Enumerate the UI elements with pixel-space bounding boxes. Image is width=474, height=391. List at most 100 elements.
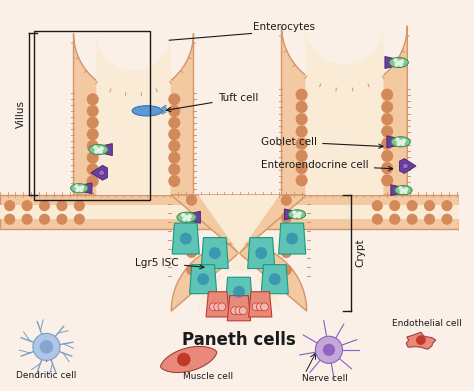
Circle shape: [442, 201, 452, 210]
Circle shape: [282, 230, 291, 240]
Circle shape: [95, 150, 98, 153]
Circle shape: [402, 139, 405, 142]
Circle shape: [185, 216, 188, 219]
Circle shape: [187, 196, 196, 205]
Polygon shape: [161, 346, 217, 373]
Circle shape: [169, 106, 180, 116]
Circle shape: [218, 303, 226, 311]
Circle shape: [296, 213, 298, 216]
Circle shape: [169, 176, 180, 187]
Circle shape: [74, 214, 84, 224]
Text: Nerve cell: Nerve cell: [302, 374, 348, 383]
Circle shape: [180, 233, 191, 244]
Circle shape: [239, 307, 247, 315]
Circle shape: [87, 94, 98, 105]
Circle shape: [390, 214, 400, 224]
Circle shape: [214, 303, 222, 311]
Circle shape: [97, 148, 100, 151]
Circle shape: [40, 214, 49, 224]
Polygon shape: [73, 34, 193, 195]
Circle shape: [401, 60, 403, 63]
Circle shape: [94, 146, 97, 149]
Polygon shape: [385, 57, 394, 68]
Circle shape: [400, 63, 402, 66]
Ellipse shape: [71, 184, 88, 193]
Circle shape: [197, 273, 209, 285]
Polygon shape: [279, 223, 306, 254]
Text: Endothelial cell: Endothelial cell: [392, 319, 462, 328]
Polygon shape: [282, 26, 407, 195]
Circle shape: [177, 353, 191, 366]
Polygon shape: [261, 265, 288, 294]
Circle shape: [296, 126, 307, 137]
Polygon shape: [171, 195, 307, 311]
Circle shape: [182, 213, 185, 217]
Circle shape: [282, 265, 291, 275]
Circle shape: [256, 303, 264, 311]
Polygon shape: [406, 332, 436, 349]
Circle shape: [33, 334, 60, 361]
Polygon shape: [387, 136, 396, 148]
Ellipse shape: [177, 212, 196, 222]
Circle shape: [382, 138, 392, 149]
Circle shape: [407, 201, 417, 210]
Circle shape: [399, 187, 402, 190]
Circle shape: [282, 248, 291, 257]
Polygon shape: [191, 211, 201, 223]
Circle shape: [233, 286, 245, 298]
Circle shape: [402, 163, 408, 169]
Circle shape: [169, 141, 180, 151]
Circle shape: [382, 90, 392, 100]
Polygon shape: [226, 277, 253, 306]
Text: Lgr5 ISC: Lgr5 ISC: [136, 258, 204, 269]
Circle shape: [315, 336, 343, 363]
Circle shape: [187, 230, 196, 240]
Circle shape: [402, 189, 405, 192]
Circle shape: [57, 201, 67, 210]
Circle shape: [382, 126, 392, 137]
Circle shape: [235, 307, 243, 315]
Ellipse shape: [132, 106, 162, 116]
Polygon shape: [198, 195, 280, 311]
Circle shape: [299, 212, 301, 215]
Polygon shape: [96, 34, 171, 195]
Circle shape: [187, 213, 196, 222]
Circle shape: [74, 201, 84, 210]
Circle shape: [397, 142, 400, 145]
Circle shape: [87, 152, 98, 163]
Polygon shape: [247, 238, 275, 269]
Circle shape: [252, 303, 260, 311]
Bar: [34, 30, 150, 200]
Circle shape: [187, 218, 190, 221]
Polygon shape: [284, 209, 293, 220]
Text: Tuft cell: Tuft cell: [166, 93, 258, 111]
Ellipse shape: [391, 137, 410, 147]
Circle shape: [382, 175, 392, 186]
Circle shape: [209, 247, 221, 259]
Circle shape: [87, 117, 98, 128]
Polygon shape: [0, 195, 458, 229]
Circle shape: [442, 214, 452, 224]
Ellipse shape: [395, 186, 412, 195]
Circle shape: [231, 307, 239, 315]
Circle shape: [407, 214, 417, 224]
Text: Crypt: Crypt: [356, 239, 366, 267]
Circle shape: [76, 189, 79, 192]
Circle shape: [293, 211, 295, 214]
Circle shape: [282, 196, 291, 205]
Circle shape: [382, 102, 392, 112]
Circle shape: [40, 340, 53, 354]
Circle shape: [210, 303, 218, 311]
Circle shape: [183, 218, 186, 221]
Circle shape: [5, 201, 15, 210]
Ellipse shape: [389, 57, 409, 68]
Circle shape: [100, 147, 103, 150]
Circle shape: [396, 138, 399, 141]
Circle shape: [87, 176, 98, 187]
Circle shape: [87, 129, 98, 140]
Ellipse shape: [89, 144, 108, 155]
Circle shape: [373, 214, 382, 224]
Text: Paneth cells: Paneth cells: [182, 331, 296, 349]
Circle shape: [294, 215, 296, 218]
Ellipse shape: [288, 210, 306, 219]
